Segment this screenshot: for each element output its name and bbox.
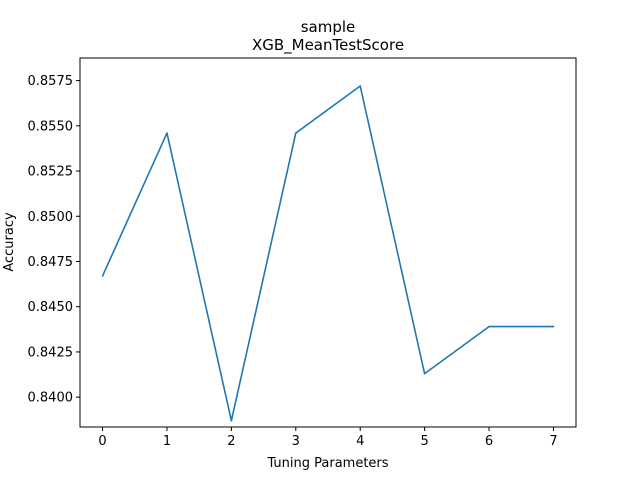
data-point: [101, 275, 104, 277]
y-axis-label: Accuracy: [2, 212, 17, 272]
y-tick-label: 0.8550: [28, 119, 74, 134]
x-tick-label: 4: [356, 434, 364, 449]
data-point: [488, 325, 490, 328]
y-tick-label: 0.8525: [28, 165, 74, 180]
x-tick-label: 2: [227, 434, 235, 449]
y-tick-label: 0.8500: [28, 210, 74, 225]
y-tick-label: 0.8450: [28, 300, 74, 315]
x-tick-label: 1: [163, 434, 171, 449]
plot-area: [80, 58, 576, 427]
x-tick-label: 3: [292, 434, 300, 449]
y-tick-label: 0.8475: [28, 255, 74, 270]
y-tick-label: 0.8575: [28, 74, 74, 89]
x-tick-label: 5: [420, 434, 428, 449]
x-tick-label: 7: [549, 434, 557, 449]
x-tick-label: 6: [485, 434, 493, 449]
data-point: [230, 419, 233, 422]
x-axis-label: Tuning Parameters: [266, 456, 388, 471]
data-point: [359, 85, 362, 87]
data-point: [166, 132, 168, 134]
plot-frame: [79, 57, 577, 428]
series-line: [101, 85, 554, 422]
series-group: [101, 85, 555, 422]
y-tick-label: 0.8400: [28, 391, 74, 406]
y-tick-label: 0.8425: [28, 345, 74, 360]
x-tick-label: 0: [98, 434, 106, 449]
data-point: [552, 325, 555, 328]
data-point: [294, 132, 297, 134]
chart-title: sample: [301, 18, 356, 36]
data-point: [423, 372, 426, 375]
y-ticks: 0.8400 0.8425 0.8450 0.8475 0.8500 0.8525 0.85…: [28, 74, 80, 406]
chart-subtitle: XGB_MeanTestScore: [252, 36, 404, 55]
x-ticks: 0 1 2 3 4 5 6 7: [98, 427, 558, 449]
